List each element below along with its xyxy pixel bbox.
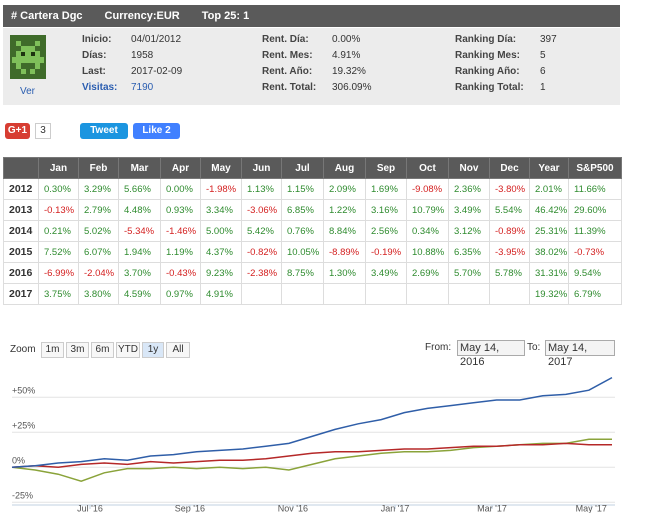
stat-value: 6	[540, 66, 546, 77]
y-tick-label: 0%	[12, 456, 25, 466]
from-input[interactable]: May 14, 2016	[457, 340, 525, 368]
stat-label: Ranking Total:	[455, 82, 524, 93]
profile-link[interactable]: Ver	[20, 86, 36, 97]
column-header: Nov	[448, 157, 490, 179]
gplus-count: 3	[35, 123, 51, 139]
zoom-button[interactable]: All	[166, 342, 190, 358]
top-rank: Top 25: 1	[201, 10, 250, 22]
column-header: Year	[529, 157, 569, 179]
year-row: 2017 3.75% 3.80% 4.59% 0.97% 4.91% 19.32% 6.79%	[3, 283, 622, 305]
return-cell: 3.80%	[78, 283, 119, 305]
stat-value: 397	[540, 34, 557, 45]
zoom-button[interactable]: 1m	[41, 342, 64, 358]
header-bar: # Cartera Dgc Currency:EUR Top 25: 1	[3, 5, 620, 27]
returns-table: Jan Feb Mar Apr May Jun Jul Aug Sep Oct Nov Dec Year…	[3, 157, 622, 305]
column-header: Dec	[489, 157, 530, 179]
header-row: Jan Feb Mar Apr May Jun Jul Aug Sep Oct Nov Dec Year…	[3, 157, 622, 179]
portfolio-title: # Cartera Dgc	[11, 10, 83, 22]
zoom-button[interactable]: 6m	[91, 342, 114, 358]
year-row: 2015 7.52% 6.07% 1.94% 1.19% 4.37% -0.82% 10.05…	[3, 241, 622, 263]
stat-value: 0.00%	[332, 34, 361, 45]
x-tick-label: Nov '16	[278, 503, 308, 513]
y-tick-label: +50%	[12, 386, 35, 396]
to-label: To:	[527, 342, 541, 353]
stat-label: Días:	[82, 50, 107, 61]
column-header: Jul	[281, 157, 324, 179]
year-row: 2012 0.30% 3.29% 5.66% 0.00% -1.98% 1.13% 1.15%…	[3, 178, 622, 200]
gplus-button[interactable]: G+1	[5, 123, 30, 139]
stat-label: Rent. Año:	[262, 66, 313, 77]
from-label: From:	[425, 342, 452, 353]
stat-label: Rent. Día:	[262, 34, 309, 45]
year-cell: 2015	[3, 241, 39, 263]
stat-value: 2017-02-09	[131, 66, 183, 77]
stat-value: 4.91%	[332, 50, 361, 61]
year-row: 2014 0.21% 5.02% -5.34% -1.46% 5.00% 5.42% 0.76…	[3, 220, 622, 242]
stat-value: 04/01/2012	[131, 34, 182, 45]
stat-label: Ranking Mes:	[455, 50, 521, 61]
series-line	[11, 376, 613, 468]
info-panel	[3, 28, 620, 105]
year-cell: 2016	[3, 262, 39, 284]
series-line	[11, 442, 612, 468]
column-header: S&P500	[568, 157, 622, 179]
year-cell: 2014	[3, 220, 39, 242]
stat-label: Last:	[82, 66, 106, 77]
to-input[interactable]: May 14, 2017	[545, 340, 615, 368]
stat-value: 7190	[131, 82, 154, 93]
column-header: Oct	[406, 157, 449, 179]
x-tick-label: Sep '16	[175, 503, 205, 513]
stat-value: 1958	[131, 50, 154, 61]
stat-label: Ranking Año:	[455, 66, 520, 77]
x-tick-label: May '17	[576, 503, 607, 513]
like-button[interactable]: Like 2	[133, 123, 180, 139]
column-header: Feb	[78, 157, 119, 179]
stat-label: Inicio:	[82, 34, 112, 45]
x-tick-label: Mar '17	[477, 503, 507, 513]
column-header: Jun	[241, 157, 282, 179]
year-row: 2013 -0.13% 2.79% 4.48% 0.93% 3.34% -3.06% 6.85…	[3, 199, 622, 221]
stat-label: Rent. Total:	[262, 82, 317, 93]
zoom-button[interactable]: 3m	[66, 342, 89, 358]
currency: Currency:EUR	[104, 10, 180, 22]
stat-value: 1	[540, 82, 546, 93]
year-cell: 2017	[3, 283, 39, 305]
return-cell: 6.79%	[568, 283, 622, 305]
stat-value: 19.32%	[332, 66, 366, 77]
tweet-button[interactable]: Tweet	[80, 123, 128, 139]
column-header: Aug	[323, 157, 366, 179]
stat-label: Visitas:	[82, 82, 118, 93]
stat-label: Ranking Día:	[455, 34, 517, 45]
y-tick-label: +25%	[12, 421, 35, 431]
stat-value: 306.09%	[332, 82, 372, 93]
zoom-button[interactable]: 1y	[142, 342, 164, 358]
column-header: Mar	[118, 157, 161, 179]
x-tick-label: Jan '17	[381, 503, 410, 513]
zoom-label: Zoom	[10, 344, 36, 355]
stat-value: 5	[540, 50, 546, 61]
return-cell: 19.32%	[529, 283, 569, 305]
avatar	[10, 35, 46, 79]
y-tick-label: -25%	[12, 491, 33, 501]
zoom-button[interactable]: YTD	[116, 342, 140, 358]
stat-label: Rent. Mes:	[262, 50, 313, 61]
year-row: 2016 -6.99% -2.04% 3.70% -0.43% 9.23% -2.38% 8.…	[3, 262, 622, 284]
x-tick-label: Jul '16	[77, 503, 103, 513]
column-header: Sep	[365, 157, 407, 179]
